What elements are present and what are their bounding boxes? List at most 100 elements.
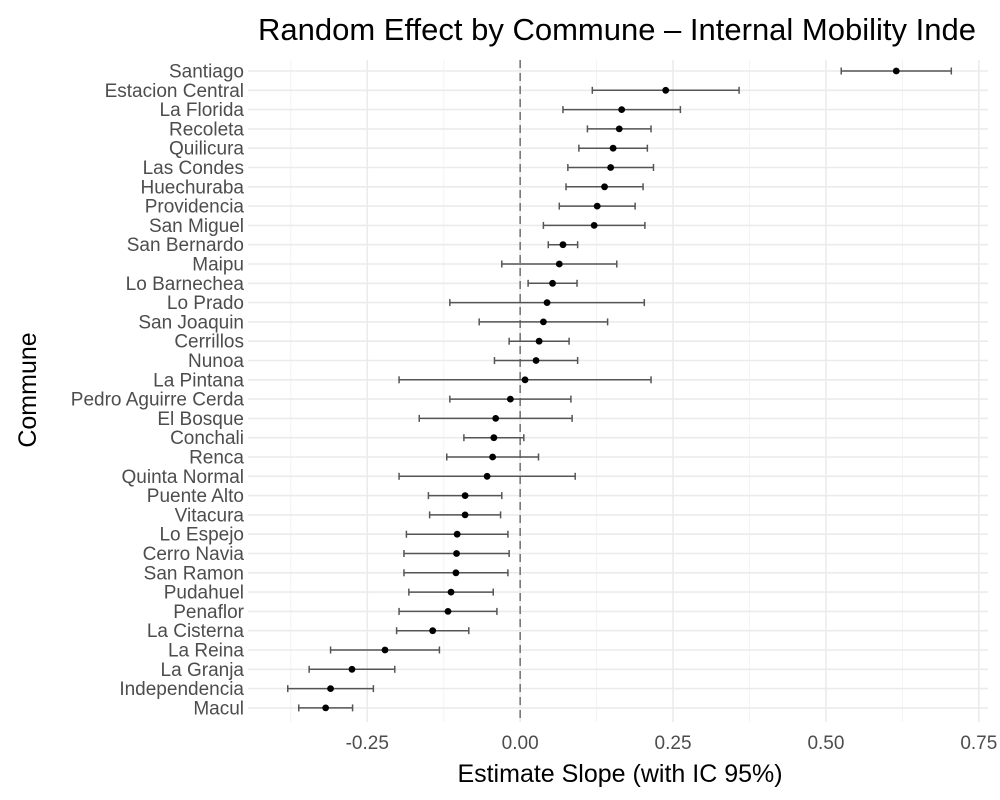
commune-estimate	[558, 202, 636, 210]
estimate-point	[662, 86, 670, 94]
y-tick-label: Quilicura	[169, 139, 244, 160]
y-tick-label: Lo Barnechea	[126, 274, 245, 295]
y-tick-label: Maipu	[192, 255, 244, 276]
estimate-point	[593, 202, 601, 210]
y-tick-label: San Joaquin	[138, 312, 244, 333]
y-tick-label: Santiago	[169, 62, 244, 83]
estimate-point	[453, 550, 460, 557]
y-tick-label: Vitacura	[175, 505, 245, 526]
commune-estimate	[527, 279, 578, 287]
estimate-point	[543, 299, 551, 306]
commune-estimate	[840, 67, 953, 75]
y-tick-label: El Bosque	[157, 409, 244, 430]
commune-estimate	[565, 183, 644, 191]
y-tick-label: Lo Espejo	[159, 525, 244, 546]
y-tick-label: San Ramon	[144, 563, 244, 584]
commune-estimate	[308, 665, 396, 673]
y-tick-label: La Cisterna	[147, 621, 245, 642]
y-tick-label: Huechuraba	[140, 177, 244, 198]
y-tick-label: La Granja	[161, 660, 245, 681]
estimate-point	[549, 279, 556, 287]
x-axis-title: Estimate Slope (with IC 95%)	[457, 760, 782, 788]
estimate-point	[559, 241, 567, 249]
estimate-point	[381, 646, 389, 654]
commune-estimate	[403, 569, 509, 577]
commune-estimate	[398, 607, 498, 615]
estimate-point	[447, 588, 455, 596]
y-tick-label: Pedro Aguirre Cerda	[71, 390, 245, 411]
commune-estimate	[493, 357, 579, 364]
y-tick-label: Providencia	[145, 197, 245, 218]
commune-estimate	[428, 511, 502, 519]
estimate-point	[539, 318, 547, 326]
estimate-point	[461, 492, 469, 499]
y-axis-title: Commune	[14, 332, 42, 447]
commune-estimate	[463, 434, 525, 442]
y-tick-label: Cerro Navia	[143, 544, 245, 565]
commune-estimate	[398, 472, 576, 480]
commune-estimate	[501, 260, 618, 268]
y-tick-label: Quinta Normal	[122, 467, 245, 488]
commune-estimate	[478, 318, 609, 326]
commune-estimate	[449, 299, 646, 307]
x-axis-tick-labels: -0.25 0.00 0.25 0.50 0.75	[346, 733, 998, 754]
commune-estimate	[542, 221, 646, 229]
commune-estimate	[547, 241, 579, 249]
estimate-point	[590, 222, 598, 229]
estimate-point	[327, 685, 334, 692]
commune-estimate	[578, 144, 649, 152]
y-tick-label: San Bernardo	[127, 235, 244, 256]
commune-estimate	[586, 125, 652, 133]
plot-area	[287, 67, 953, 712]
estimate-point	[452, 569, 460, 577]
commune-estimate	[591, 86, 740, 94]
commune-estimate	[562, 106, 682, 114]
chart-title: Random Effect by Commune – Internal Mobi…	[258, 12, 976, 47]
x-tick-label: 0.50	[807, 733, 844, 754]
estimate-point	[348, 665, 356, 673]
estimate-point	[892, 67, 900, 75]
estimate-point	[532, 357, 540, 364]
estimate-point	[492, 415, 500, 422]
commune-estimate	[427, 492, 503, 500]
estimate-point	[535, 337, 543, 345]
commune-estimate	[446, 453, 540, 461]
y-tick-label: Puente Alto	[147, 486, 244, 507]
estimate-point	[490, 434, 498, 442]
estimate-point	[444, 608, 452, 615]
estimate-point	[601, 183, 608, 191]
y-tick-label: Penaflor	[173, 602, 244, 623]
y-tick-label: Cerrillos	[174, 332, 244, 353]
y-tick-label: Independencia	[119, 679, 244, 700]
y-tick-label: Conchali	[170, 428, 244, 449]
y-tick-label: Pudahuel	[164, 583, 244, 604]
commune-estimate	[298, 704, 354, 712]
y-tick-label: Recoleta	[169, 119, 244, 140]
commune-estimate	[418, 414, 573, 422]
estimate-point	[506, 395, 514, 403]
estimate-point	[322, 704, 330, 712]
y-tick-label: La Pintana	[153, 370, 244, 391]
estimate-point	[607, 164, 615, 171]
y-tick-label: Renca	[189, 448, 244, 469]
y-tick-label: Lo Prado	[167, 293, 244, 314]
x-tick-label: 0.00	[502, 733, 539, 754]
estimate-point	[429, 627, 437, 635]
estimate-point	[521, 376, 529, 384]
x-tick-label: -0.25	[346, 733, 389, 754]
estimate-point	[461, 511, 469, 519]
commune-estimate	[403, 550, 510, 557]
estimate-point	[453, 530, 461, 538]
commune-estimate	[395, 627, 470, 635]
y-tick-label: San Miguel	[149, 216, 244, 237]
y-tick-label: La Florida	[160, 100, 245, 121]
estimate-point	[483, 472, 491, 480]
y-tick-label: Estacion Central	[105, 81, 244, 102]
commune-estimate	[508, 337, 570, 345]
commune-estimate	[329, 646, 441, 654]
estimate-point	[489, 453, 497, 461]
estimate-point	[615, 125, 623, 133]
grid	[248, 60, 988, 722]
